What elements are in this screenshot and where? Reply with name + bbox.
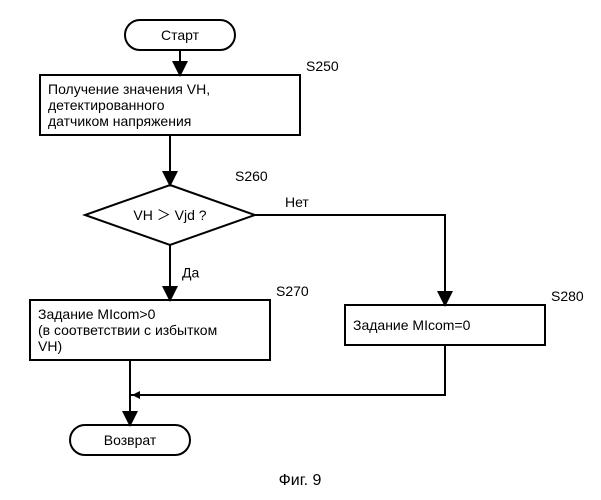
process-s270-line-2: VH) — [38, 338, 62, 354]
step-label-s270: S270 — [276, 283, 309, 299]
return-label: Возврат — [104, 432, 157, 448]
figure-caption: Фиг. 9 — [279, 472, 322, 489]
decision-s260-label: VH ＞ Vjd ? — [133, 207, 206, 223]
process-s280-line-0: Задание MIcom=0 — [353, 317, 471, 333]
start-label: Старт — [161, 27, 200, 43]
branch-no-label: Нет — [285, 194, 309, 210]
branch-yes-label: Да — [182, 265, 199, 281]
process-s270-line-0: Задание MIcom>0 — [38, 306, 156, 322]
step-label-s260: S260 — [235, 168, 268, 184]
step-label-s250: S250 — [306, 58, 339, 74]
process-s270-line-1: (в соответствии с избытком — [38, 322, 217, 338]
process-s250-line-0: Получение значения VH, — [48, 81, 210, 97]
step-label-s280: S280 — [551, 288, 584, 304]
edge-s280-merge — [130, 345, 445, 395]
process-s250-line-2: датчиком напряжения — [48, 113, 191, 129]
merge-arrow — [132, 391, 140, 399]
process-s250-line-1: детектированного — [48, 97, 165, 113]
